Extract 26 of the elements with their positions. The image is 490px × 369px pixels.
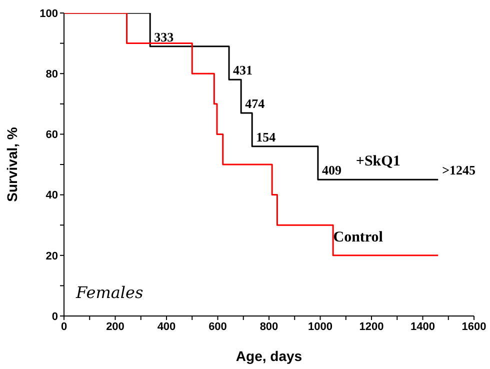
y-tick-label: 100	[40, 8, 58, 20]
y-tick-label: 40	[46, 190, 58, 202]
y-tick-label: 0	[52, 310, 58, 323]
panel-caption: Females	[76, 283, 144, 302]
annotation: 409	[322, 162, 342, 178]
x-tick-label: 400	[157, 320, 176, 333]
x-tick-label: 800	[260, 320, 278, 333]
x-tick-label: 1600	[462, 320, 486, 333]
y-axis-title: Survival, %	[4, 126, 20, 202]
x-axis-title: Age, days	[236, 348, 302, 364]
annotation: >1245	[442, 162, 476, 178]
x-tick-label: 1000	[308, 320, 332, 333]
series-label: Control	[333, 229, 383, 246]
x-tick-label: 0	[60, 320, 68, 333]
y-tick-label: 80	[46, 68, 58, 81]
annotation: 431	[233, 62, 253, 78]
y-tick-label: 20	[46, 250, 58, 262]
x-tick-label: 1200	[359, 320, 384, 333]
y-tick-label: 60	[46, 129, 58, 142]
x-tick-label: 1400	[410, 320, 435, 333]
x-tick-label: 200	[106, 320, 124, 333]
x-tick-label: 600	[208, 320, 227, 333]
annotation: 154	[256, 129, 276, 144]
annotation: 474	[245, 96, 266, 111]
annotation: 333	[154, 29, 174, 44]
series-label: +SkQ1	[356, 154, 400, 170]
